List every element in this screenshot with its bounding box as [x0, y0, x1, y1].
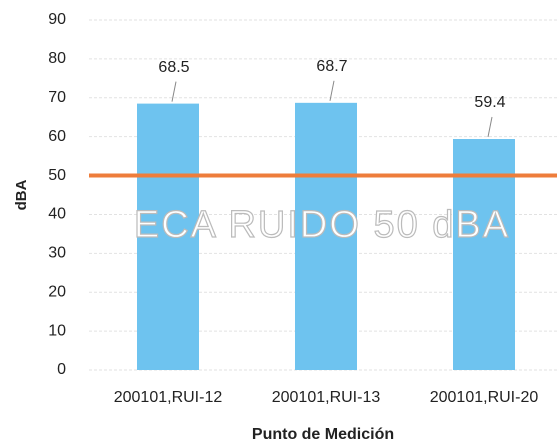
- leader-line: [487, 116, 493, 138]
- x-tick-label: 200101,RUI-12: [114, 389, 223, 406]
- data-label: 68.7: [316, 58, 347, 75]
- y-tick-label: 90: [48, 11, 66, 28]
- data-label: 59.4: [474, 94, 505, 111]
- y-tick-label: 10: [48, 322, 66, 339]
- y-tick-label: 20: [48, 283, 66, 300]
- leader-line: [171, 81, 177, 102]
- leader-line: [329, 80, 335, 101]
- threshold-label: ECA RUIDO 50 dBA: [134, 204, 510, 246]
- data-label: 68.5: [158, 59, 189, 76]
- y-tick-label: 70: [48, 89, 66, 106]
- y-axis-label: dBA: [13, 179, 30, 210]
- y-tick-label: 30: [48, 245, 66, 262]
- bar: [137, 103, 199, 370]
- y-tick-label: 40: [48, 206, 66, 223]
- x-tick-label: 200101,RUI-20: [430, 389, 539, 406]
- x-axis-label: Punto de Medición: [252, 426, 394, 443]
- y-tick-label: 60: [48, 128, 66, 145]
- y-tick-label: 0: [57, 361, 66, 378]
- y-tick-label: 80: [48, 50, 66, 67]
- y-tick-label: 50: [48, 167, 66, 184]
- bar: [295, 102, 357, 370]
- x-tick-label: 200101,RUI-13: [272, 389, 381, 406]
